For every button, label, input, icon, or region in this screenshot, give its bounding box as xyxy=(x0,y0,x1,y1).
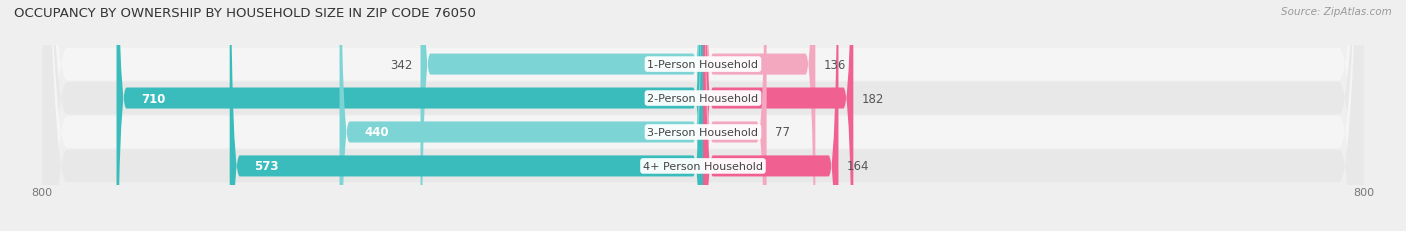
FancyBboxPatch shape xyxy=(703,0,766,231)
Text: OCCUPANCY BY OWNERSHIP BY HOUSEHOLD SIZE IN ZIP CODE 76050: OCCUPANCY BY OWNERSHIP BY HOUSEHOLD SIZE… xyxy=(14,7,477,20)
Text: 164: 164 xyxy=(846,160,869,173)
Text: 4+ Person Household: 4+ Person Household xyxy=(643,161,763,171)
Text: 2-Person Household: 2-Person Household xyxy=(647,94,759,103)
FancyBboxPatch shape xyxy=(229,0,703,231)
FancyBboxPatch shape xyxy=(42,0,1364,231)
FancyBboxPatch shape xyxy=(703,0,815,231)
FancyBboxPatch shape xyxy=(42,0,1364,231)
FancyBboxPatch shape xyxy=(117,0,703,231)
Text: 440: 440 xyxy=(364,126,389,139)
Text: 1-Person Household: 1-Person Household xyxy=(648,60,758,70)
Text: 573: 573 xyxy=(254,160,278,173)
Text: 77: 77 xyxy=(775,126,790,139)
Text: 342: 342 xyxy=(389,58,412,71)
FancyBboxPatch shape xyxy=(339,0,703,231)
FancyBboxPatch shape xyxy=(703,0,838,231)
Text: 136: 136 xyxy=(824,58,846,71)
Text: Source: ZipAtlas.com: Source: ZipAtlas.com xyxy=(1281,7,1392,17)
FancyBboxPatch shape xyxy=(703,0,853,231)
Text: 182: 182 xyxy=(862,92,884,105)
FancyBboxPatch shape xyxy=(42,0,1364,231)
FancyBboxPatch shape xyxy=(42,0,1364,231)
Text: 710: 710 xyxy=(141,92,166,105)
FancyBboxPatch shape xyxy=(420,0,703,231)
Text: 3-Person Household: 3-Person Household xyxy=(648,128,758,137)
